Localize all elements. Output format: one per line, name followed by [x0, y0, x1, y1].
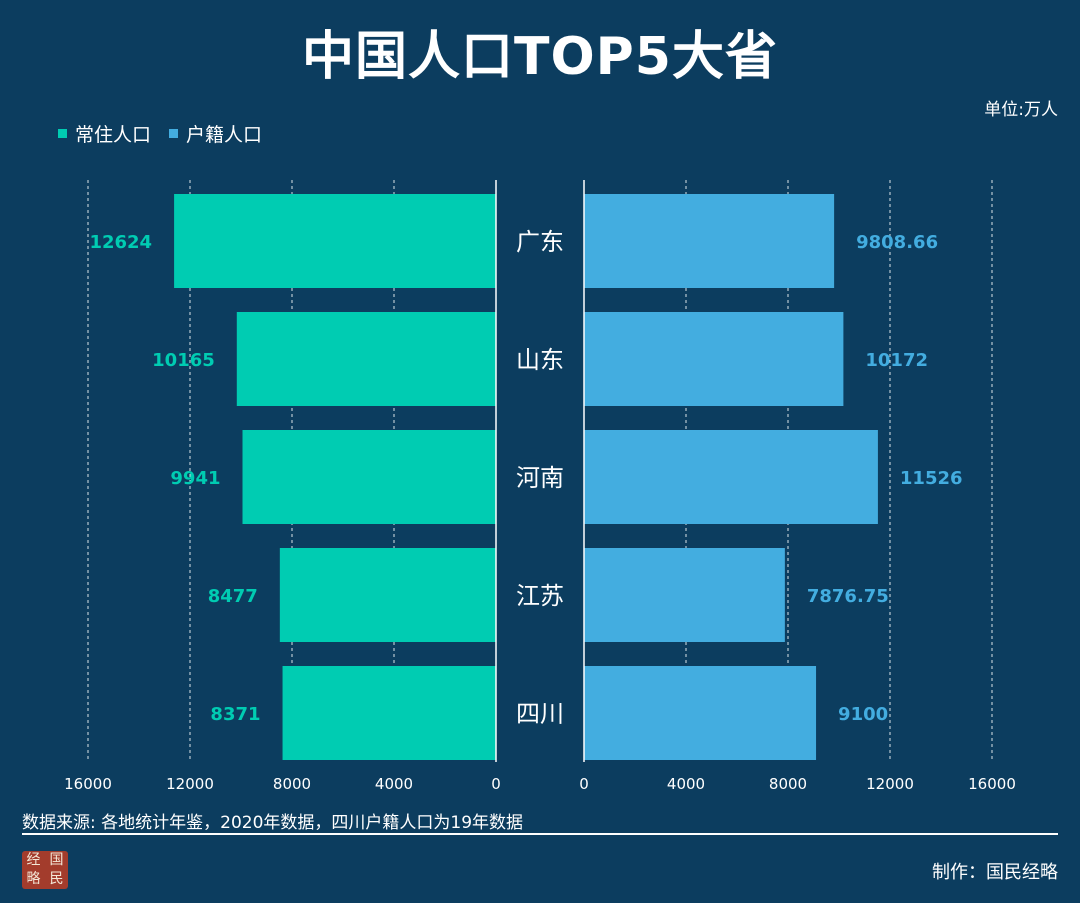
legend-item-registered: 户籍人口 [169, 120, 262, 147]
bar-resident-4 [282, 666, 496, 760]
seal-char: 略 [26, 871, 41, 887]
unit-label: 单位:万人 [984, 100, 1058, 120]
bar-resident-2 [242, 430, 496, 524]
legend-label-resident: 常住人口 [75, 124, 152, 146]
footer-divider [22, 833, 1058, 835]
logo-seal: 经 国 略 民 [22, 851, 68, 889]
right-axis-tick-label: 0 [579, 775, 589, 793]
value-label-registered: 10172 [865, 350, 928, 371]
left-axis-tick-label: 16000 [64, 775, 112, 793]
category-label: 四川 [516, 700, 564, 728]
chart-title: 中国人口TOP5大省 [302, 27, 778, 87]
value-label-registered: 7876.75 [807, 586, 889, 607]
left-axis-tick-label: 4000 [375, 775, 413, 793]
seal-char: 民 [49, 871, 64, 887]
value-label-resident: 9941 [170, 468, 220, 489]
left-axis-tick-label: 8000 [273, 775, 311, 793]
left-axis-tick-label: 0 [491, 775, 501, 793]
legend: 常住人口 户籍人口 [58, 120, 262, 147]
value-label-resident: 8371 [210, 704, 260, 725]
seal-char: 国 [49, 852, 64, 868]
bar-registered-0 [584, 194, 835, 288]
left-axis-tick-label: 12000 [166, 775, 214, 793]
right-axis-tick-label: 4000 [667, 775, 705, 793]
data-source-note: 数据来源: 各地统计年鉴，2020年数据，四川户籍人口为19年数据 [22, 813, 524, 833]
category-label: 河南 [516, 464, 564, 492]
bar-registered-2 [584, 430, 878, 524]
legend-swatch-resident [58, 129, 67, 138]
legend-swatch-registered [169, 129, 179, 138]
category-label: 江苏 [516, 582, 564, 610]
legend-label-registered: 户籍人口 [186, 124, 263, 146]
bar-resident-1 [236, 312, 497, 406]
value-label-registered: 9100 [838, 704, 888, 725]
value-label-resident: 12624 [89, 232, 152, 253]
bar-registered-4 [584, 666, 817, 760]
right-axis-tick-label: 12000 [866, 775, 914, 793]
seal-char: 经 [26, 852, 41, 868]
bar-registered-3 [584, 548, 785, 642]
bar-resident-0 [174, 194, 496, 288]
right-axis-tick-label: 16000 [968, 775, 1016, 793]
value-label-registered: 9808.66 [856, 232, 938, 253]
bar-resident-3 [279, 548, 496, 642]
value-label-resident: 8477 [208, 586, 258, 607]
right-axis-tick-label: 8000 [769, 775, 807, 793]
value-label-resident: 10165 [152, 350, 215, 371]
legend-item-resident: 常住人口 [58, 120, 151, 147]
category-label: 广东 [516, 228, 564, 256]
credit-label: 制作：国民经略 [932, 862, 1058, 883]
value-label-registered: 11526 [900, 468, 963, 489]
category-label: 山东 [516, 346, 564, 374]
bar-registered-1 [584, 312, 844, 406]
